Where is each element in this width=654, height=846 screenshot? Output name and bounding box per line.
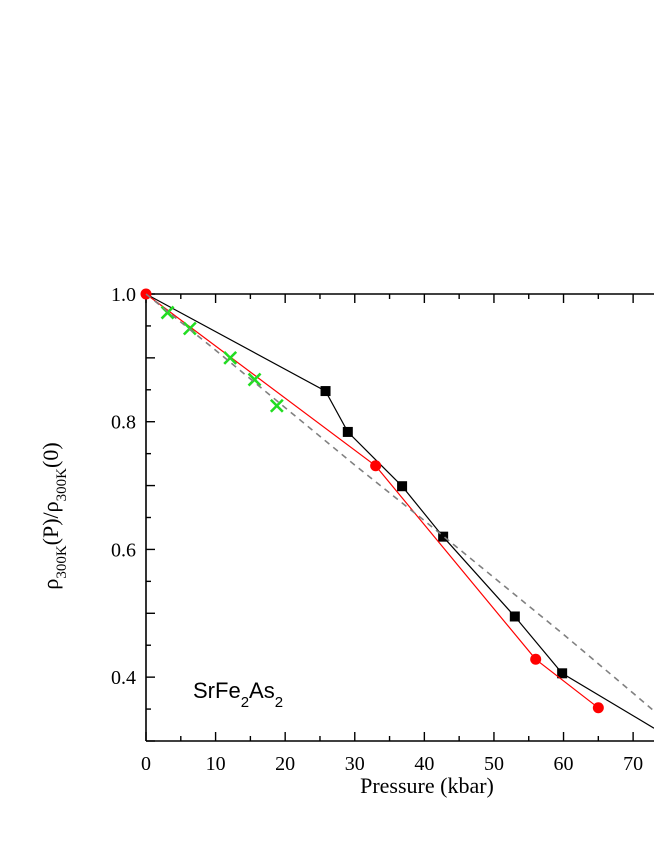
series-1 xyxy=(140,288,604,714)
x-tick-label: 50 xyxy=(484,753,504,775)
series-0 xyxy=(145,293,654,729)
y-tick-label: 0.6 xyxy=(111,539,136,561)
x-tick-label: 0 xyxy=(141,753,151,775)
data-point-square xyxy=(320,386,331,397)
data-point-square xyxy=(438,531,449,542)
data-point-square xyxy=(557,668,568,679)
data-point-square xyxy=(509,611,520,622)
x-axis-title: Pressure (kbar) xyxy=(360,773,494,798)
data-point-cross xyxy=(223,350,238,365)
series-line xyxy=(145,293,599,709)
compound-label: SrFe2As2 xyxy=(193,678,283,711)
data-point-cross xyxy=(247,372,262,387)
x-tick-label: 60 xyxy=(554,753,574,775)
data-point-circle xyxy=(592,702,604,714)
y-tick-labels: 0.4 0.6 0.8 1.0 xyxy=(111,284,136,689)
data-point-square xyxy=(342,426,353,437)
data-point-cross xyxy=(269,398,284,413)
data-series xyxy=(140,288,654,729)
series-line xyxy=(145,293,654,729)
x-tick-labels: 0 10 20 30 40 50 60 70 xyxy=(141,753,643,775)
x-tick-label: 40 xyxy=(414,753,434,775)
data-point-square xyxy=(397,481,408,492)
data-point-circle xyxy=(370,460,382,472)
series-2 xyxy=(160,305,284,413)
plot-frame xyxy=(145,293,654,742)
x-tick-label: 20 xyxy=(275,753,295,775)
y-axis-title: ρ300K(P)/ρ300K(0) xyxy=(38,442,70,589)
x-tick-label: 10 xyxy=(206,753,226,775)
y-tick-label: 0.8 xyxy=(111,412,136,434)
axis-ticks xyxy=(145,293,634,742)
y-tick-label: 0.4 xyxy=(111,667,136,689)
x-tick-label: 70 xyxy=(623,753,643,775)
x-tick-label: 30 xyxy=(345,753,365,775)
y-tick-label: 1.0 xyxy=(111,284,136,306)
series-3 xyxy=(145,293,654,712)
data-point-circle xyxy=(530,653,542,665)
series-line xyxy=(145,293,654,712)
